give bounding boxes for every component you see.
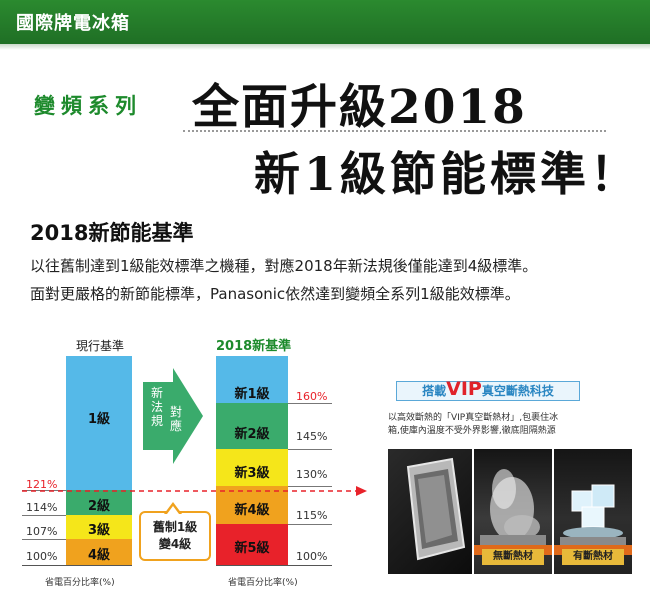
current-level-3-bar — [66, 515, 132, 539]
new-level-4-bar — [216, 486, 288, 524]
new-level-1-bar — [216, 356, 288, 403]
tag-with-insulation: 有斷熱材 — [562, 549, 624, 565]
threshold-dashed-line — [22, 486, 367, 496]
vip-heading: 搭載VIP真空斷熱科技 — [396, 378, 580, 400]
arrow-right-icon — [143, 368, 203, 464]
series-label: 變頻系列 — [34, 94, 142, 118]
new-gridline — [288, 486, 332, 487]
new-gridline — [288, 403, 332, 404]
tag-without-insulation: 無斷熱材 — [482, 549, 544, 565]
current-caption: 省電百分比率(%) — [45, 578, 115, 588]
new-level-5-bar — [216, 524, 288, 565]
current-level-1-label: 1級 — [87, 412, 111, 427]
arrow-text-1: 新法規 — [151, 386, 164, 428]
callout-pointer-icon — [164, 502, 182, 514]
current-gridline — [22, 515, 66, 516]
intro-line-2: 面對更嚴格的新節能標準，Panasonic依然達到變頻全系列1級能效標準。 — [30, 285, 520, 303]
intro-line-1: 以往舊制達到1級能效標準之機種，對應2018年新法規後僅能達到4級標準。 — [30, 257, 538, 275]
current-pct-114: 114% — [26, 501, 58, 514]
callout-line-1: 舊制1級 — [152, 520, 198, 534]
vip-banner — [396, 381, 580, 401]
current-standard-title: 現行基準 — [76, 339, 125, 353]
current-level-1-bar — [66, 356, 132, 490]
new-pct-160: 160% — [296, 390, 328, 403]
banner-shadow — [0, 44, 650, 50]
section-title: 2018新節能基準 — [30, 221, 194, 245]
new-pct-130: 130% — [296, 468, 328, 481]
top-banner — [0, 0, 650, 44]
new-level-2-label: 新2級 — [234, 427, 270, 442]
arrow-text-2: 對應 — [170, 405, 183, 433]
vacuum-panel-icon — [406, 457, 466, 561]
headline-new-standard: 新1級節能標準！ — [254, 147, 641, 201]
current-level-3-label: 3級 — [87, 523, 111, 538]
vip-desc-line-1: 以高效斷熱的「VIP真空斷熱材」,包裹住冰 — [388, 413, 559, 423]
new-level-3-label: 新3級 — [234, 466, 270, 481]
new-standard-title: 2018新基準 — [216, 339, 292, 354]
current-pct-107: 107% — [26, 525, 58, 538]
new-level-4-label: 新4級 — [234, 503, 270, 518]
new-level-5-label: 新5級 — [234, 541, 270, 556]
vip-big: VIP — [446, 378, 482, 400]
callout-line-2: 變4級 — [158, 537, 192, 551]
new-level-3-bar — [216, 449, 288, 486]
brand-title: 國際牌電冰箱 — [16, 13, 130, 34]
new-level-2-bar — [216, 403, 288, 449]
new-pct-145: 145% — [296, 430, 328, 443]
current-pct-121: 121% — [26, 478, 58, 491]
new-pct-100: 100% — [296, 550, 328, 563]
new-caption: 省電百分比率(%) — [228, 578, 298, 588]
new-baseline — [216, 565, 332, 566]
callout-box — [139, 511, 211, 561]
new-gridline — [288, 524, 332, 525]
headline-upgrade: 全面升級2018 — [192, 80, 527, 135]
vip-suffix: 真空斷熱科技 — [481, 384, 554, 398]
current-level-2-bar — [66, 490, 132, 515]
dotted-divider — [183, 130, 606, 132]
vip-prefix: 搭載 — [422, 384, 447, 398]
current-level-2-label: 2級 — [87, 499, 111, 514]
vip-desc-line-2: 箱,使庫內溫度不受外界影響,徹底阻隔熱源 — [388, 426, 556, 436]
current-baseline — [22, 565, 132, 566]
current-level-4-label: 4級 — [87, 548, 111, 563]
vip-panel-image — [388, 449, 472, 574]
current-gridline — [22, 539, 66, 540]
new-pct-115: 115% — [296, 509, 328, 522]
new-level-1-label: 新1級 — [234, 387, 270, 402]
new-gridline — [288, 449, 332, 450]
current-level-4-bar — [66, 539, 132, 565]
current-pct-100: 100% — [26, 550, 58, 563]
